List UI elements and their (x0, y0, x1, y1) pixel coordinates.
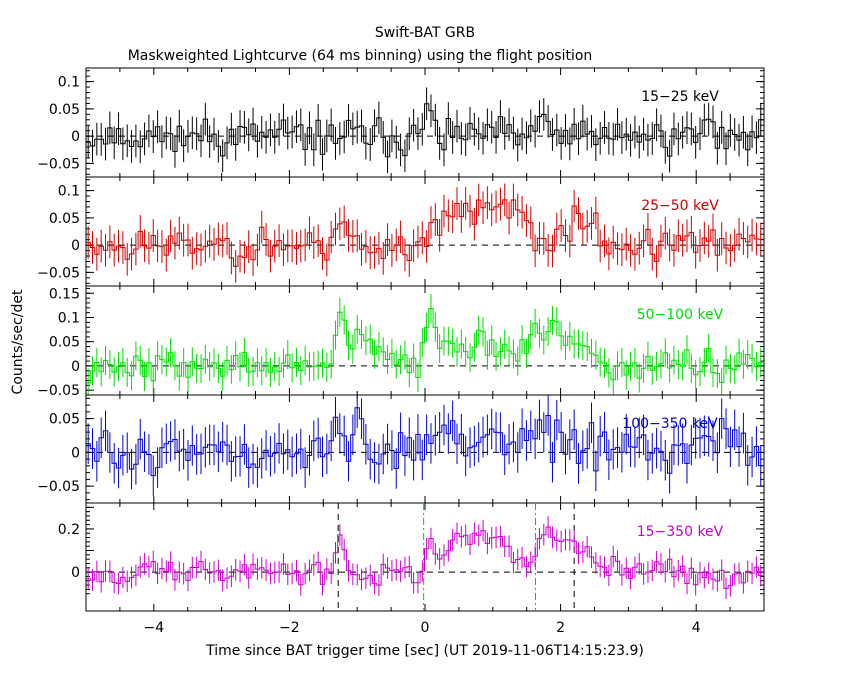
panels-group: −0.05 0 0.05 0.1 15−25 keV −0.05 0 0.05 0.1 25−50… (37, 67, 765, 636)
x-tick-label: −4 (143, 620, 164, 636)
y-tick-label: 0 (71, 565, 80, 581)
y-axis-label: Counts/sec/det (10, 289, 26, 394)
y-tick-label: 0 (71, 238, 80, 254)
x-tick-label: −2 (279, 620, 300, 636)
chart-title: Swift-BAT GRB (375, 25, 475, 41)
x-tick-label: 2 (556, 620, 565, 636)
y-tick-label: −0.05 (37, 383, 80, 399)
y-tick-label: 0.05 (49, 211, 80, 227)
lightcurve-series (86, 395, 763, 496)
y-tick-label: 0.1 (58, 310, 80, 326)
y-tick-label: 0.1 (58, 75, 80, 91)
y-tick-label: 0 (71, 445, 80, 461)
y-tick-label: 0 (71, 359, 80, 375)
lightcurve-line (86, 308, 763, 384)
y-tick-label: 0.05 (49, 102, 80, 118)
y-tick-label: 0 (71, 129, 80, 145)
y-tick-label: 0.1 (58, 184, 80, 200)
band-label: 15−350 keV (637, 524, 724, 540)
y-tick-label: −0.05 (37, 479, 80, 495)
chart-subtitle: Maskweighted Lightcurve (64 ms binning) … (128, 48, 593, 64)
lightcurve-series (86, 87, 763, 174)
band-label: 50−100 keV (637, 307, 724, 323)
panel-3: −0.05 0 0.05 0.1 0.15 50−100 keV (37, 285, 765, 399)
lightcurve-line (86, 407, 763, 477)
x-axis-label: Time since BAT trigger time [sec] (UT 20… (205, 643, 644, 659)
x-tick-label: 4 (692, 620, 701, 636)
band-label: 25−50 keV (641, 198, 719, 214)
y-tick-label: 0.05 (49, 412, 80, 428)
panel-5: 0 0.2 −4 −2 0 2 4 15−350 keV (58, 502, 765, 636)
lightcurve-series (86, 183, 763, 283)
lightcurve-line (86, 199, 763, 267)
panel-1: −0.05 0 0.05 0.1 15−25 keV (37, 67, 765, 178)
y-tick-label: −0.05 (37, 156, 80, 172)
band-label: 100−350 keV (622, 416, 718, 432)
y-tick-label: 0.2 (58, 522, 80, 538)
lightcurve-line (86, 526, 763, 589)
band-label: 15−25 keV (641, 89, 719, 105)
lightcurve-series (86, 294, 763, 395)
panel-4: −0.05 0 0.05 100−350 keV (37, 394, 765, 504)
lightcurve-line (86, 103, 763, 158)
y-tick-label: 0.05 (49, 335, 80, 351)
y-tick-label: 0.15 (49, 286, 80, 302)
x-tick-label: 0 (421, 620, 430, 636)
panel-2: −0.05 0 0.05 0.1 25−50 keV (37, 176, 765, 287)
lightcurve-series (86, 516, 763, 600)
y-tick-label: −0.05 (37, 265, 80, 281)
